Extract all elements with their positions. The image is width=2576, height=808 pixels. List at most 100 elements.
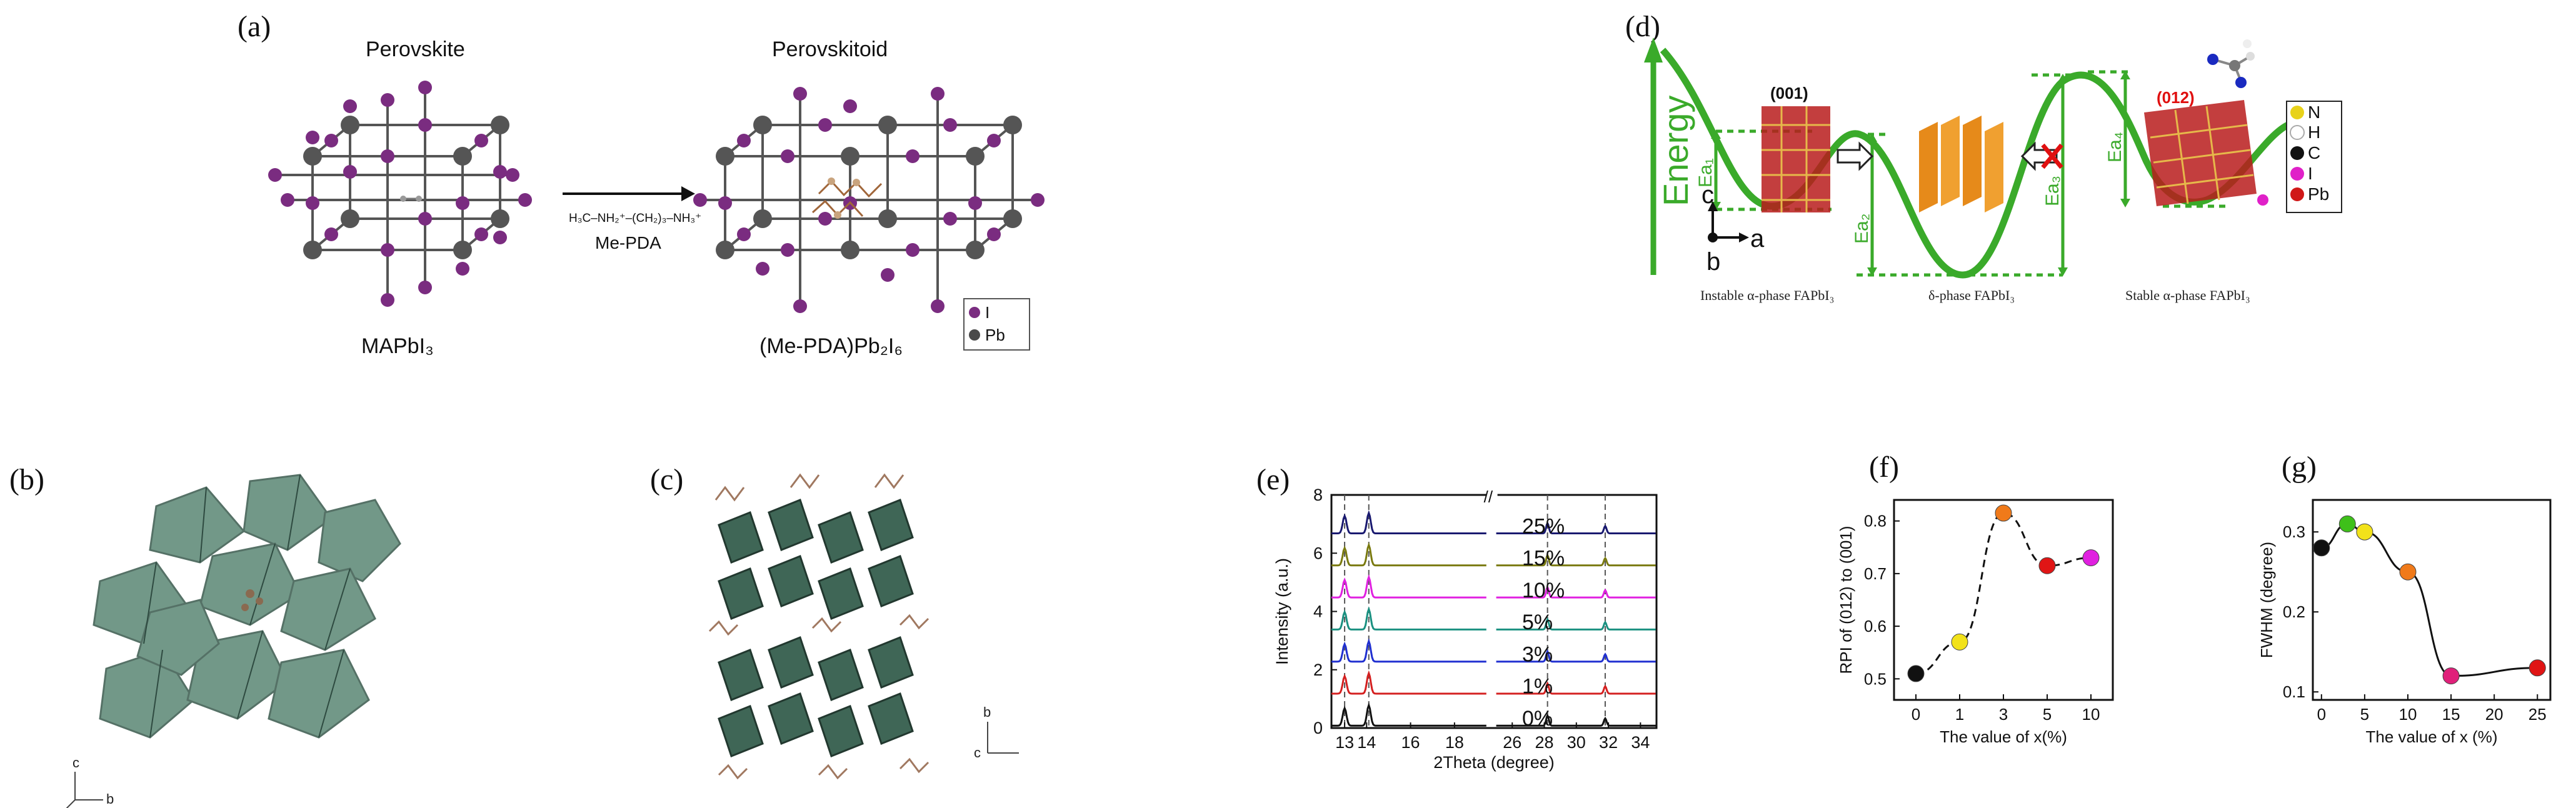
x-tick-label: 5 <box>2360 705 2369 724</box>
axis-break: // <box>1484 487 1493 506</box>
ea1-label: Ea₁ <box>1695 158 1716 187</box>
series-label: 3% <box>1522 642 1553 666</box>
fa-molecule <box>2207 39 2255 88</box>
energy-axis-label: Energy <box>1656 96 1695 206</box>
x-tick-label: 25 <box>2528 705 2547 724</box>
perovskite-title: Perovskite <box>366 37 465 61</box>
panel-a: (a) Perovskite Perovskitoid <box>188 0 1063 387</box>
alpha-crystal-left <box>1762 106 1830 212</box>
y-tick-label: 0 <box>1313 719 1323 737</box>
series-label: 15% <box>1522 547 1565 571</box>
series-label: 1% <box>1522 675 1553 699</box>
series-label: 5% <box>1522 611 1553 634</box>
ea2-label: Ea₂ <box>1852 214 1872 244</box>
x-tick-label: 15 <box>2442 705 2460 724</box>
y-tick-label: 6 <box>1313 544 1323 562</box>
ea4-label: Ea₄ <box>2105 132 2125 162</box>
rpi-chart: 0 1 3 5 10 0.5 0.6 0.7 0.8 The value of x(%) RPI o… <box>1837 499 2114 746</box>
x-axis-label: The value of x(%) <box>1940 727 2067 746</box>
y-tick-label: 0.2 <box>2283 602 2305 621</box>
panel-g: (g) 0 5 10 15 20 25 0.1 0.2 0.3 The value of x (%… <box>2244 437 2576 808</box>
trend-line <box>1915 512 2092 675</box>
series-line-25pct <box>1331 510 1656 534</box>
alpha-crystal-right <box>2144 100 2257 206</box>
y-tick-label: 0.7 <box>1864 564 1887 583</box>
y-axis-label: FWHM (degree) <box>2257 542 2276 658</box>
y-tick-label: 4 <box>1313 602 1323 621</box>
x-tick-label: 10 <box>2082 705 2100 724</box>
trend-line <box>2321 522 2538 677</box>
x-tick-label: 28 <box>1535 733 1553 752</box>
series-label: 10% <box>1522 579 1565 602</box>
x-tick-label: 30 <box>1567 733 1586 752</box>
panel-b: (b) c b <box>0 437 450 808</box>
y-axis-label: Intensity (a.u.) <box>1273 558 1291 665</box>
panel-e: (e) // 13 14 16 18 26 28 30 32 34 0 2 4 6 8 2Theta (deg… <box>1244 450 1681 808</box>
legend-i: I <box>2308 164 2313 183</box>
plane-012-label: (012) <box>2157 88 2195 107</box>
series-line-5pct <box>1331 606 1656 631</box>
panel-a-label: (a) <box>238 10 271 43</box>
x-tick-label: 34 <box>1631 733 1650 752</box>
data-point-3 <box>2399 563 2417 581</box>
series-line-15pct <box>1331 542 1656 567</box>
axis-a: a <box>1750 225 1765 252</box>
axis-b: b <box>1706 248 1720 276</box>
x-tick-label: 26 <box>1503 733 1521 752</box>
x-axis-label: 2Theta (degree) <box>1433 753 1555 772</box>
data-point-2 <box>1995 504 2012 522</box>
data-point-4 <box>2442 667 2460 685</box>
axis-break-mask <box>1486 490 1498 500</box>
x-tick-label: 16 <box>1401 733 1420 752</box>
axis-c: c <box>1701 181 1714 209</box>
panel-c: (c) b c <box>625 437 1063 808</box>
y-tick-label: 0.8 <box>1864 512 1887 531</box>
data-point-1 <box>1951 633 1968 651</box>
energy-diagram: Energy Ea₁ Ea₂ Ea₃ Ea₄ <box>1644 37 2342 303</box>
data-point-0 <box>1907 665 1925 682</box>
axis-c-b: b <box>983 704 991 720</box>
x-tick-label: 1 <box>1955 705 1964 724</box>
data-point-4 <box>2082 549 2100 567</box>
x-tick-label: 3 <box>1999 705 2008 724</box>
axis-b-b: b <box>106 791 114 807</box>
plot-frame <box>2312 499 2552 701</box>
data-point-3 <box>2038 557 2056 574</box>
series-line-3pct <box>1331 638 1656 663</box>
panel-g-label: (g) <box>2282 451 2317 484</box>
phase-delta-label: δ-phase FAPbI₃ <box>1928 287 2015 303</box>
x-tick-label: 5 <box>2043 705 2052 724</box>
y-tick-label: 2 <box>1313 661 1323 679</box>
mapbi3-label: MAPbI₃ <box>361 334 434 358</box>
structure-b: c b <box>66 474 401 808</box>
series-line-0pct <box>1331 702 1656 727</box>
panel-a-legend: I Pb <box>969 301 1005 346</box>
data-point-1 <box>2338 515 2356 532</box>
legend-pb: Pb <box>2308 184 2329 204</box>
x-tick-label: 0 <box>2317 705 2326 724</box>
x-tick-label: 14 <box>1357 733 1376 752</box>
x-tick-label: 13 <box>1335 733 1354 752</box>
y-tick-label: 0.1 <box>2283 682 2305 701</box>
axis-b-c: c <box>73 755 79 771</box>
lead-dot-icon <box>969 329 980 341</box>
panel-d-label: (d) <box>1625 10 1660 43</box>
y-tick-label: 0.3 <box>2283 522 2305 541</box>
series-line-1pct <box>1331 670 1656 695</box>
panel-f: (f) 0 1 3 5 10 0.5 0.6 0.7 0.8 The value of x(%) R… <box>1825 437 2138 808</box>
panel-b-label: (b) <box>9 463 44 496</box>
y-tick-label: 0.5 <box>1864 669 1887 688</box>
me-pda-label: Me-PDA <box>595 233 661 252</box>
perovskitoid-title: Perovskitoid <box>772 37 888 61</box>
x-tick-label: 18 <box>1445 733 1464 752</box>
structure-c: b c <box>708 473 1019 780</box>
x-tick-label: 20 <box>2485 705 2503 724</box>
x-tick-label: 0 <box>1912 705 1920 724</box>
phase-instable-label: Instable α-phase FAPbI₃ <box>1700 287 1834 303</box>
legend-c: C <box>2308 143 2320 162</box>
x-tick-label: 32 <box>1599 733 1618 752</box>
series-line-10pct <box>1331 574 1656 599</box>
legend-iodine: I <box>969 301 1005 324</box>
x-tick-label: 10 <box>2399 705 2417 724</box>
ea3-label: Ea₃ <box>2042 176 2063 206</box>
